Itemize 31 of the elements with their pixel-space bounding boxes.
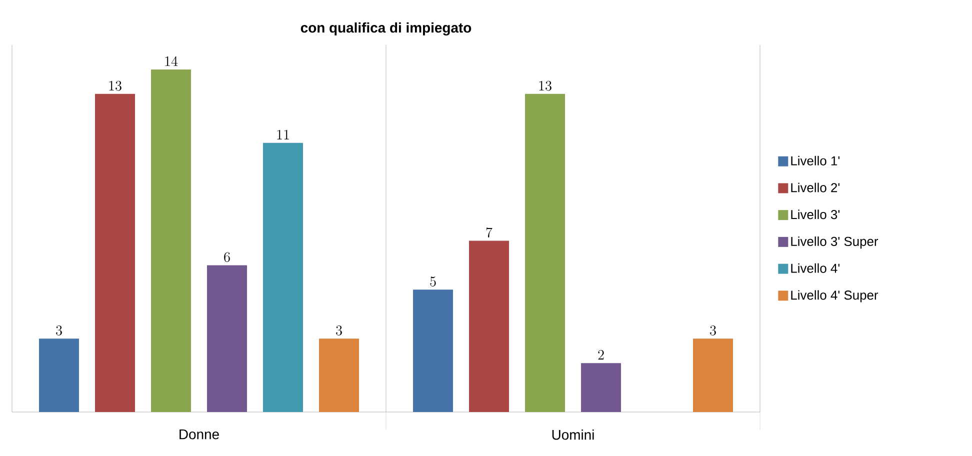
data-label: 5 <box>430 276 436 286</box>
data-label: 2 <box>598 350 604 360</box>
legend-label: Livello 3' <box>791 210 840 220</box>
legend-label: Livello 4' Super <box>791 290 878 302</box>
data-label: 11 <box>277 130 289 140</box>
legend-label: Livello 1' <box>791 156 840 166</box>
data-label: 6 <box>224 252 230 262</box>
bar <box>693 338 734 412</box>
bar <box>319 338 360 412</box>
bar <box>207 265 248 412</box>
bar <box>413 290 454 412</box>
data-label: 13 <box>109 80 122 91</box>
bar <box>95 94 135 412</box>
legend-label: Livello 3' Super <box>791 236 878 249</box>
legend-label: Livello 4' <box>791 263 840 273</box>
bar <box>469 240 510 412</box>
data-label: 7 <box>486 228 492 238</box>
bar <box>525 94 566 412</box>
data-label: 3 <box>336 326 342 336</box>
chart-title: con qualifica di impiegato <box>300 22 472 36</box>
bar <box>581 363 622 412</box>
bar <box>39 338 79 412</box>
data-label: 14 <box>165 56 178 66</box>
x-tick-label: Donne <box>180 430 219 440</box>
bar <box>151 69 191 412</box>
x-tick-label: Uomini <box>552 430 594 440</box>
data-label: 13 <box>539 80 552 91</box>
legend-label: Livello 2' <box>791 182 840 192</box>
data-label: 3 <box>710 326 716 336</box>
data-label: 3 <box>56 326 62 336</box>
bar <box>263 142 304 412</box>
